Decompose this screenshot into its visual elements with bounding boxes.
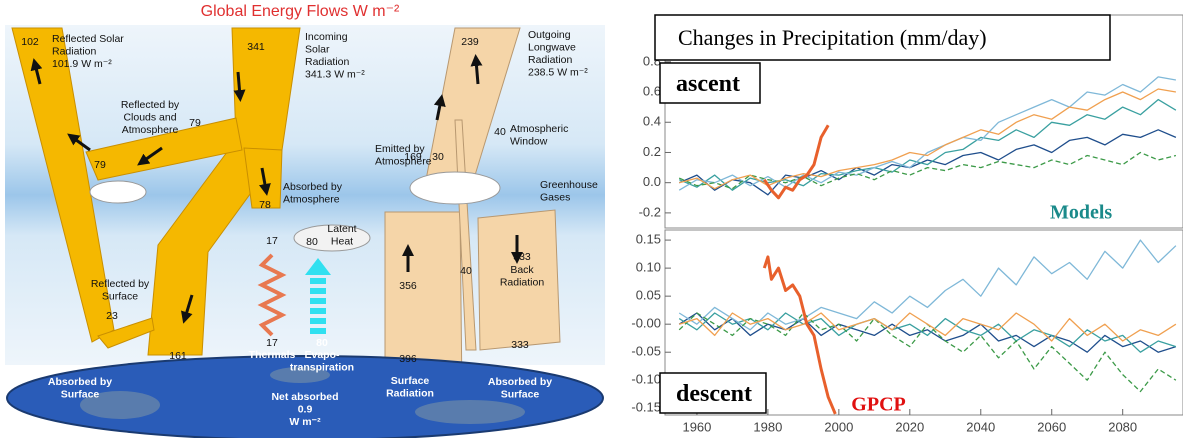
diagram-label: 341 <box>247 41 265 53</box>
y-tick-label: 0.4 <box>643 114 661 129</box>
x-tick-label: 1960 <box>682 419 711 434</box>
y-tick-label: 0.2 <box>643 144 661 159</box>
series-line <box>764 257 835 414</box>
diagram-label: Back <box>510 264 534 276</box>
diagram-label: Heat <box>331 236 353 248</box>
y-tick-label: -0.10 <box>631 372 661 387</box>
annotation: Models <box>1050 202 1112 224</box>
y-tick-label: 0.05 <box>636 288 661 303</box>
panel-label: descent <box>676 381 752 407</box>
diagram-label: Net absorbed <box>271 391 338 403</box>
series-line <box>679 89 1176 189</box>
diagram-label: Longwave <box>528 42 576 54</box>
chart-title: Changes in Precipitation (mm/day) <box>678 25 987 50</box>
y-tick-label: -0.05 <box>631 344 661 359</box>
diagram-label: 78 <box>259 199 271 211</box>
y-tick-label: 0.15 <box>636 232 661 247</box>
diagram-label: Absorbed by <box>488 376 552 388</box>
diagram-label: 333 <box>513 251 531 263</box>
diagram-label: Reflected by <box>121 99 180 111</box>
diagram-label: Solar <box>305 44 330 56</box>
series-line <box>679 240 1176 330</box>
energy-diagram: Global Energy Flows W m⁻² 102 Reflected So… <box>5 3 605 438</box>
diagram-label: 17 <box>266 337 278 349</box>
diagram-label: 80 <box>316 337 328 349</box>
diagram-title: Global Energy Flows W m⁻² <box>201 3 400 20</box>
y-tick-label: 0.10 <box>636 260 661 275</box>
diagram-label: Absorbed by <box>48 376 112 388</box>
x-tick-label: 2040 <box>966 419 995 434</box>
diagram-label: Incoming <box>305 31 348 43</box>
diagram-label: Reflected Solar <box>52 33 124 45</box>
diagram-label: Surface <box>102 291 138 303</box>
diagram-label: 0.9 <box>298 404 313 416</box>
diagram-label: transpiration <box>290 362 354 374</box>
diagram-label: Radiation <box>305 56 350 68</box>
y-tick-label: -0.00 <box>631 316 661 331</box>
x-tick-label: 1980 <box>753 419 782 434</box>
diagram-label: Radiation <box>500 277 545 289</box>
y-tick-label: 0.6 <box>643 83 661 98</box>
diagram-label: 238.5 W m⁻² <box>528 67 588 79</box>
diagram-label: Surface <box>501 389 540 401</box>
diagram-label: Evapo- <box>304 349 340 361</box>
page: Global Energy Flows W m⁻² 102 Reflected So… <box>0 0 1183 438</box>
series-line <box>679 130 1176 195</box>
x-tick-label: 2000 <box>824 419 853 434</box>
diagram-label: Outgoing <box>528 29 571 41</box>
diagram-label: 79 <box>189 117 201 129</box>
diagram-label: 40 <box>494 126 506 138</box>
diagram-label: 102 <box>21 36 39 48</box>
diagram-label: Reflected by <box>91 278 150 290</box>
diagram-label: Surface <box>61 389 100 401</box>
diagram-label: 80 <box>306 236 318 248</box>
diagram-label: 396 <box>399 353 417 365</box>
diagram-label: 79 <box>94 159 106 171</box>
diagram-label: 333 <box>511 339 529 351</box>
diagram-label: 17 <box>266 235 278 247</box>
diagram-label: Atmospheric <box>510 123 568 135</box>
diagram-label: Gases <box>540 192 570 204</box>
diagram-label: Clouds and <box>123 112 176 124</box>
diagram-label: Thermals <box>249 349 296 361</box>
diagram-label: Atmosphere <box>283 194 340 206</box>
panel-label: ascent <box>676 71 740 97</box>
diagram-label: W m⁻² <box>289 416 321 428</box>
y-tick-label: 0.0 <box>643 174 661 189</box>
diagram-label: Atmosphere <box>122 124 179 136</box>
diagram-label: Surface <box>391 375 430 387</box>
diagram-label: Radiation <box>528 54 573 66</box>
y-tick-label: -0.15 <box>631 400 661 415</box>
y-tick-label: -0.2 <box>639 204 661 219</box>
diagram-label: Radiation <box>52 46 97 58</box>
diagram-label: 239 <box>461 36 479 48</box>
diagram-label: 169 <box>404 151 422 163</box>
x-tick-label: 2080 <box>1108 419 1137 434</box>
diagram-label: 161 <box>169 350 187 362</box>
diagram-label: 23 <box>106 310 118 322</box>
diagram-label: 341.3 W m⁻² <box>305 69 365 81</box>
series-line <box>764 125 828 198</box>
diagram-label: 101.9 W m⁻² <box>52 58 112 70</box>
diagram-label: 40 <box>460 265 472 277</box>
diagram-label: Radiation <box>386 388 434 400</box>
diagram-label: Absorbed by <box>283 181 343 193</box>
diagram-label: Greenhouse <box>540 179 598 191</box>
diagram-label: 30 <box>432 151 444 163</box>
series-label: GPCP <box>851 393 905 415</box>
x-tick-label: 2060 <box>1037 419 1066 434</box>
diagram-label: 356 <box>399 280 417 292</box>
x-tick-label: 2020 <box>895 419 924 434</box>
diagram-label: Window <box>510 136 548 148</box>
diagram-label: Latent <box>327 223 356 235</box>
series-line <box>679 313 1176 352</box>
